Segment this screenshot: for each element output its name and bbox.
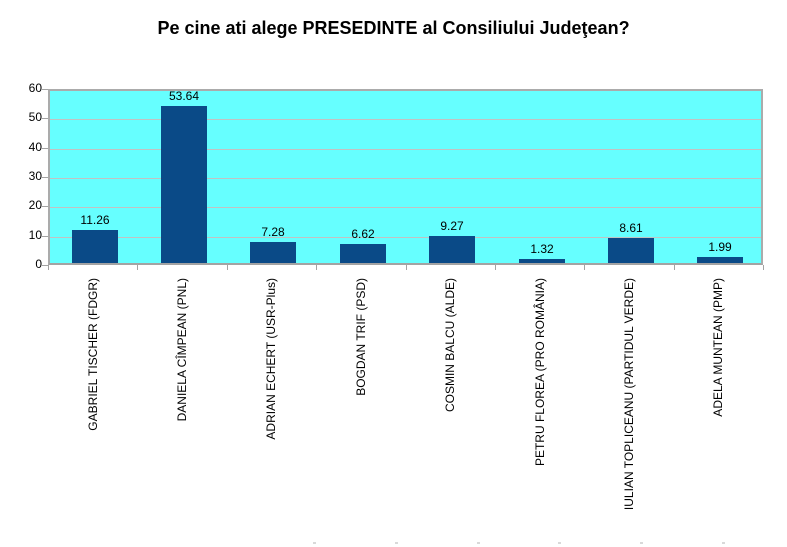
chart-title: Pe cine ati alege PRESEDINTE al Consiliu… <box>157 18 630 38</box>
x-axis-tick-mark <box>406 265 407 270</box>
bar-value-label: 1.99 <box>708 240 732 254</box>
bottom-edge-mark <box>558 542 561 544</box>
y-axis-tick-mark <box>41 177 48 178</box>
y-axis-tick-mark <box>41 118 48 119</box>
x-axis-tick-mark <box>674 265 675 270</box>
x-axis-label: PETRU FLOREA (PRO ROMÂNIA) <box>533 278 547 467</box>
bar-value-label: 7.28 <box>261 225 285 239</box>
bottom-edge-mark <box>477 542 480 544</box>
bar-value-label: 6.62 <box>351 227 375 241</box>
bottom-edge-mark <box>313 542 316 544</box>
x-axis-label: IULIAN TOPLICEANU (PARTIDUL VERDE) <box>622 278 636 511</box>
bar <box>72 230 118 263</box>
bar <box>608 238 654 263</box>
y-axis-tick-label: 30 <box>28 169 42 183</box>
bar-value-label: 53.64 <box>168 89 200 103</box>
bar <box>161 106 207 263</box>
y-axis-tick-mark <box>41 89 48 90</box>
bar <box>250 242 296 263</box>
gridline <box>50 148 761 150</box>
x-axis-tick-mark <box>584 265 585 270</box>
x-axis-tick-mark <box>763 265 764 270</box>
x-axis-tick-mark <box>227 265 228 270</box>
y-axis-tick-mark <box>41 236 48 237</box>
x-axis-tick-mark <box>316 265 317 270</box>
x-axis-label: COSMIN BALCU (ALDE) <box>443 278 457 413</box>
bottom-edge-mark <box>395 542 398 544</box>
gridline <box>50 119 761 121</box>
gridline <box>50 178 761 179</box>
y-axis-tick-label: 40 <box>28 140 42 154</box>
y-axis-tick-mark <box>41 206 48 207</box>
plot-area: 11.26 53.64 7.28 6.62 9.27 1.32 8.61 1.99 <box>48 89 763 265</box>
bar-value-label: 9.27 <box>440 219 464 233</box>
gridline <box>50 236 761 238</box>
x-axis-tick-mark <box>495 265 496 270</box>
bar <box>697 257 743 263</box>
bar <box>429 236 475 263</box>
bottom-edge-mark <box>640 542 643 544</box>
bar <box>519 259 565 263</box>
y-axis-tick-label: 60 <box>28 81 42 95</box>
y-axis-tick-label: 10 <box>28 228 42 242</box>
bar-value-label: 1.32 <box>530 242 554 256</box>
x-axis-tick-mark <box>48 265 49 270</box>
gridline <box>50 207 761 209</box>
y-axis-tick-mark <box>41 265 48 266</box>
y-axis-tick-label: 0 <box>35 257 42 271</box>
x-axis-label: ADRIAN ECHERT (USR-Plus) <box>264 278 278 440</box>
y-axis-tick-mark <box>41 148 48 149</box>
bar-value-label: 11.26 <box>80 213 110 227</box>
bottom-edge-mark <box>722 542 725 544</box>
bar-value-label: 8.61 <box>619 221 643 235</box>
x-axis-label: DANIELA CÎMPEAN (PNL) <box>175 278 189 422</box>
x-axis-tick-mark <box>137 265 138 270</box>
x-axis-label: GABRIEL TISCHER (FDGR) <box>86 278 100 431</box>
y-axis-tick-label: 20 <box>28 198 42 212</box>
x-axis-label: BOGDAN TRIF (PSD) <box>354 278 368 396</box>
x-axis-label: ADELA MUNTEAN (PMP) <box>711 278 725 417</box>
bar <box>340 244 386 263</box>
y-axis-tick-label: 50 <box>28 110 42 124</box>
